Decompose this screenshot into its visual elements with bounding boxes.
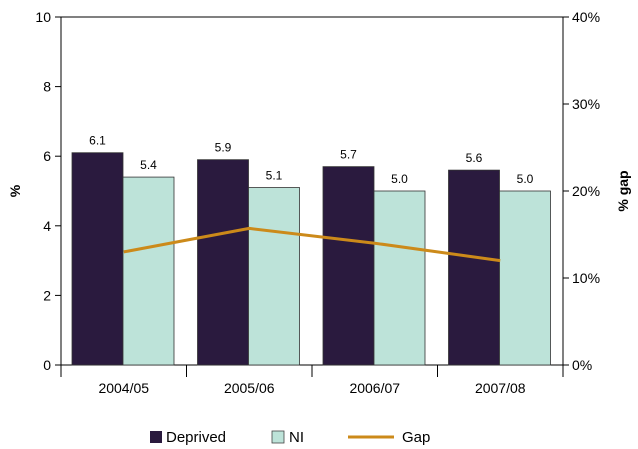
bar-deprived [71,152,124,366]
y-axis-label: % [7,184,23,197]
bars [71,152,551,366]
x-tick-label: 2007/08 [475,380,526,396]
bar-deprived [322,166,375,366]
bar-ni [373,190,426,366]
bar-value-label: 5.4 [140,158,157,172]
bar-deprived [448,169,500,366]
gap-line [123,226,501,263]
left-y-tick-label: 4 [43,218,51,234]
bar-value-label: 5.1 [266,169,283,183]
bar-value-label: 5.6 [466,151,483,165]
bar-value-label: 5.0 [517,172,534,186]
x-tick-label: 2004/05 [98,380,149,396]
bar-value-label: 5.7 [340,148,357,162]
legend-label-ni: NI [289,429,304,446]
left-y-tick-label: 10 [35,9,51,25]
right-y-tick-label: 0% [572,357,592,373]
left-y-tick-label: 6 [43,148,51,164]
bar-value-label: 5.9 [215,141,232,155]
legend-label-gap: Gap [402,429,430,446]
bar-value-label: 5.0 [391,172,408,186]
x-tick-label: 2005/06 [224,380,275,396]
bar-ni [122,176,175,366]
right-y-tick-label: 10% [572,270,600,286]
right-y-axis: 0% 10% 20% 30% 40% [563,9,600,373]
x-axis: 2004/05 2005/06 2006/07 2007/08 [60,365,564,396]
right-y-tick-label: 30% [572,96,600,112]
gap-line-series [123,226,501,263]
left-y-tick-label: 2 [43,287,51,303]
legend-swatch-ni [271,430,285,444]
legend-swatch-deprived [150,431,162,443]
bar-ni [248,187,300,366]
right-y-axis-label: % gap [615,170,631,211]
x-tick-label: 2006/07 [349,380,400,396]
left-y-tick-label: 8 [43,79,51,95]
bar-value-label: 6.1 [89,134,106,148]
right-y-tick-label: 40% [572,9,600,25]
bar-ni [499,190,551,366]
legend: Deprived NI Gap [150,429,430,446]
bar-value-labels: 6.1 5.4 5.9 5.1 5.7 5.0 5.6 5.0 [89,134,534,186]
bar-deprived [197,159,249,366]
left-y-tick-label: 0 [43,357,51,373]
legend-label-deprived: Deprived [166,429,226,446]
right-y-tick-label: 20% [572,183,600,199]
left-y-axis: 0 2 4 6 8 10 [35,9,61,373]
